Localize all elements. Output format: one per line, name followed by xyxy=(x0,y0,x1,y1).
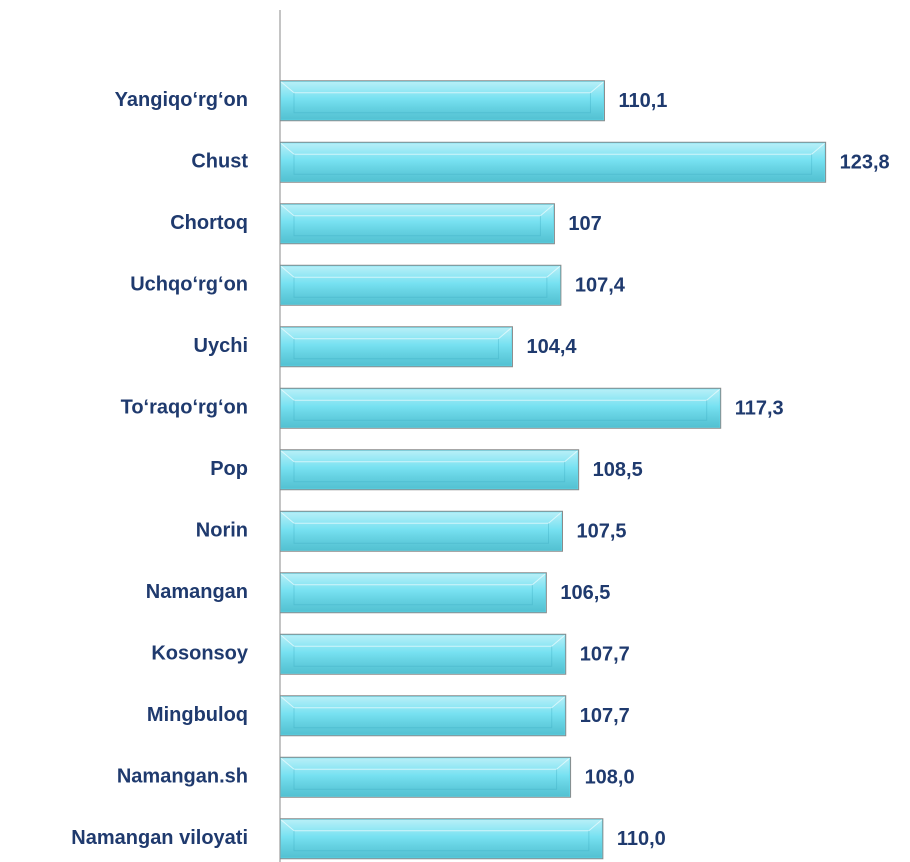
value-label: 117,3 xyxy=(735,398,784,420)
bar-bevel xyxy=(293,92,591,114)
bar-shine xyxy=(281,573,546,612)
bar-bevel xyxy=(293,707,553,729)
bar-bevel xyxy=(293,461,566,483)
value-label: 104,4 xyxy=(526,336,577,358)
bar-shine xyxy=(281,266,560,305)
value-label: 106,5 xyxy=(560,582,610,604)
value-label: 107,4 xyxy=(575,275,626,297)
category-label: To‘raqo‘rg‘on xyxy=(121,397,248,419)
category-label: Namangan viloyati xyxy=(71,827,248,849)
bar-bevel xyxy=(280,204,554,217)
bar-shine xyxy=(281,450,578,489)
bar-bevel xyxy=(293,338,499,360)
bar-bevel xyxy=(280,450,578,463)
bar-bevel xyxy=(280,327,512,340)
bar-bevel xyxy=(293,277,548,298)
value-label: 110,0 xyxy=(617,828,666,850)
category-label: Mingbuloq xyxy=(147,704,248,726)
bar-shine xyxy=(281,819,602,858)
bar-bevel xyxy=(293,646,553,667)
category-label: Pop xyxy=(210,458,248,480)
bar-shine xyxy=(281,512,562,551)
value-label: 107,7 xyxy=(580,705,630,727)
bar-bevel xyxy=(293,584,533,606)
value-label: 107 xyxy=(568,213,601,235)
bar-bevel xyxy=(293,523,549,544)
category-label: Namangan xyxy=(146,581,248,603)
bar-shine xyxy=(281,635,565,674)
bar-bevel xyxy=(280,388,721,401)
category-label: Kosonsoy xyxy=(151,643,249,665)
bar-shine xyxy=(281,696,565,735)
category-label: Yangiqo‘rg‘on xyxy=(115,89,248,111)
bar-bevel xyxy=(280,696,566,709)
value-label: 107,7 xyxy=(580,644,630,666)
bar-shine xyxy=(281,758,570,797)
bar-bevel xyxy=(280,819,603,832)
bar-shine xyxy=(281,389,720,428)
category-label: Uchqo‘rg‘on xyxy=(130,274,248,296)
bar-bevel xyxy=(280,81,604,94)
bar-bevel xyxy=(293,769,558,790)
bar-bevel xyxy=(293,400,708,421)
value-label: 108,0 xyxy=(585,767,635,789)
value-label: 108,5 xyxy=(593,459,643,481)
bar-bevel xyxy=(293,215,541,237)
bar-bevel xyxy=(280,511,562,524)
bar-bevel xyxy=(280,573,546,586)
value-label: 107,5 xyxy=(577,521,627,543)
category-label: Chust xyxy=(191,151,248,173)
bar-shine xyxy=(281,81,604,120)
bar-shine xyxy=(281,204,554,243)
bar-bevel xyxy=(280,142,825,155)
bar-bevel xyxy=(293,154,813,175)
bar-bevel xyxy=(280,265,561,278)
category-label: Namangan.sh xyxy=(117,766,248,788)
category-label: Uychi xyxy=(194,335,248,357)
bar-bevel xyxy=(280,634,566,647)
bar-shine xyxy=(281,143,825,182)
category-label: Chortoq xyxy=(170,212,248,234)
bar-bevel xyxy=(280,757,570,770)
bar-shine xyxy=(281,327,512,366)
bar-bevel xyxy=(293,830,590,852)
value-label: 123,8 xyxy=(840,152,890,174)
value-label: 110,1 xyxy=(618,90,667,112)
category-label: Norin xyxy=(196,520,248,542)
